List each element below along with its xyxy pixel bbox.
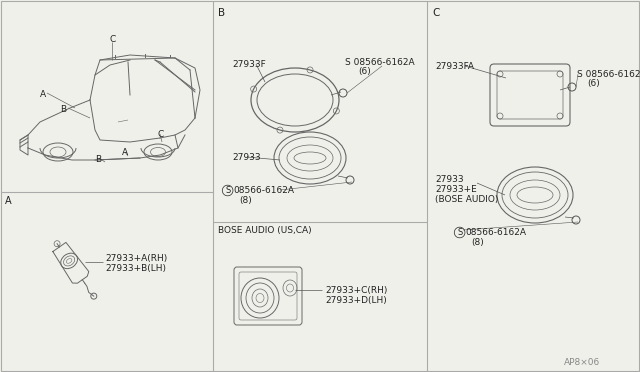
Text: BOSE AUDIO (US,CA): BOSE AUDIO (US,CA) — [218, 226, 312, 235]
Text: 27933+E: 27933+E — [435, 185, 477, 194]
Text: 27933F: 27933F — [232, 60, 266, 69]
Text: A: A — [40, 90, 46, 99]
Text: B: B — [95, 155, 101, 164]
Text: 27933: 27933 — [232, 153, 260, 162]
Text: S: S — [225, 186, 230, 195]
Text: (8): (8) — [239, 196, 252, 205]
Text: 27933FA: 27933FA — [435, 62, 474, 71]
Text: AP8×06: AP8×06 — [564, 358, 600, 367]
Text: S: S — [457, 228, 462, 237]
Text: (8): (8) — [471, 238, 484, 247]
Text: 08566-6162A: 08566-6162A — [233, 186, 294, 195]
Text: B: B — [218, 8, 225, 18]
Text: C: C — [432, 8, 440, 18]
Text: A: A — [5, 196, 12, 206]
Text: C: C — [110, 35, 116, 44]
Text: S 08566-6162A: S 08566-6162A — [577, 70, 640, 79]
Text: 08566-6162A: 08566-6162A — [465, 228, 526, 237]
Text: S 08566-6162A: S 08566-6162A — [345, 58, 415, 67]
Text: 27933: 27933 — [435, 175, 463, 184]
Text: 27933+B(LH): 27933+B(LH) — [105, 263, 166, 273]
Text: A: A — [122, 148, 128, 157]
Text: 27933+D(LH): 27933+D(LH) — [325, 296, 387, 305]
Text: (BOSE AUDIO): (BOSE AUDIO) — [435, 195, 499, 204]
Text: 27933+A(RH): 27933+A(RH) — [105, 253, 167, 263]
Text: 27933+C(RH): 27933+C(RH) — [325, 286, 387, 295]
Text: B: B — [60, 105, 66, 114]
Text: (6): (6) — [587, 79, 600, 88]
Text: C: C — [158, 130, 164, 139]
Text: (6): (6) — [358, 67, 371, 76]
